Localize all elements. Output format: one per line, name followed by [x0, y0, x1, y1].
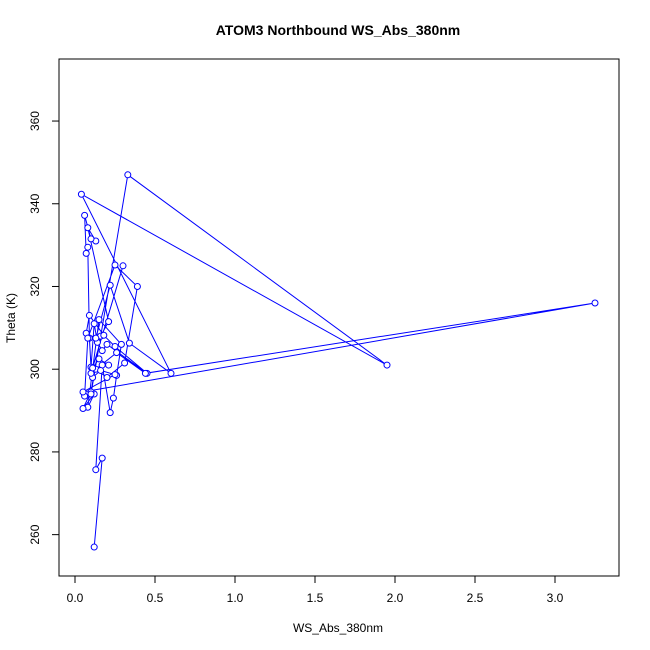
- data-point: [119, 262, 127, 270]
- data-point: [95, 355, 103, 363]
- y-tick-label: 360: [28, 111, 42, 131]
- data-point: [85, 311, 93, 319]
- x-tick-label: 0.5: [147, 591, 164, 605]
- y-tick-label: 280: [28, 442, 42, 462]
- x-tick-label: 1.0: [227, 591, 244, 605]
- x-tick-label: 0.0: [67, 591, 84, 605]
- data-point: [89, 364, 97, 372]
- chart-title: ATOM3 Northbound WS_Abs_380nm: [216, 22, 461, 38]
- data-point: [79, 388, 87, 396]
- y-axis: 260 280 300 320 340 360: [28, 111, 60, 545]
- data-point: [109, 394, 117, 402]
- data-point: [103, 373, 111, 381]
- data-point: [90, 543, 98, 551]
- x-tick-label: 3.0: [547, 591, 564, 605]
- x-axis-label: WS_Abs_380nm: [293, 621, 383, 635]
- x-tick-label: 2.0: [387, 591, 404, 605]
- data-point: [87, 235, 95, 243]
- y-axis-label: Theta (K): [4, 293, 18, 343]
- data-point: [98, 347, 106, 355]
- data-point: [121, 359, 129, 367]
- data-point: [92, 466, 100, 474]
- y-tick-label: 320: [28, 276, 42, 296]
- data-point: [106, 281, 114, 289]
- data-point: [87, 390, 95, 398]
- data-point: [92, 334, 100, 342]
- data-point: [90, 320, 98, 328]
- data-point: [111, 261, 119, 269]
- y-tick-label: 260: [28, 524, 42, 544]
- data-point: [79, 404, 87, 412]
- data-point: [95, 316, 103, 324]
- data-point: [105, 361, 113, 369]
- data-point: [113, 349, 121, 357]
- data-point: [84, 224, 92, 232]
- data-point: [167, 369, 175, 377]
- data-point: [77, 190, 85, 198]
- x-tick-label: 2.5: [467, 591, 484, 605]
- data-point: [84, 334, 92, 342]
- data-point: [117, 340, 125, 348]
- data-point: [141, 369, 149, 377]
- data-point: [133, 282, 141, 290]
- data-point: [124, 171, 132, 179]
- data-point: [125, 339, 133, 347]
- data-point: [81, 211, 89, 219]
- data-point: [82, 249, 90, 257]
- y-tick-label: 340: [28, 193, 42, 213]
- data-point: [591, 299, 599, 307]
- data-point: [97, 366, 105, 374]
- data-point: [103, 340, 111, 348]
- data-point: [105, 318, 113, 326]
- data-point: [106, 409, 114, 417]
- data-point: [98, 454, 106, 462]
- data-point: [111, 342, 119, 350]
- x-axis: 0.0 0.5 1.0 1.5 2.0 2.5 3.0: [67, 575, 564, 605]
- y-tick-label: 300: [28, 359, 42, 379]
- series-layer: [77, 171, 599, 551]
- data-point: [100, 331, 108, 339]
- x-tick-label: 1.5: [307, 591, 324, 605]
- data-point: [111, 371, 119, 379]
- data-point: [383, 361, 391, 369]
- data-point: [84, 243, 92, 251]
